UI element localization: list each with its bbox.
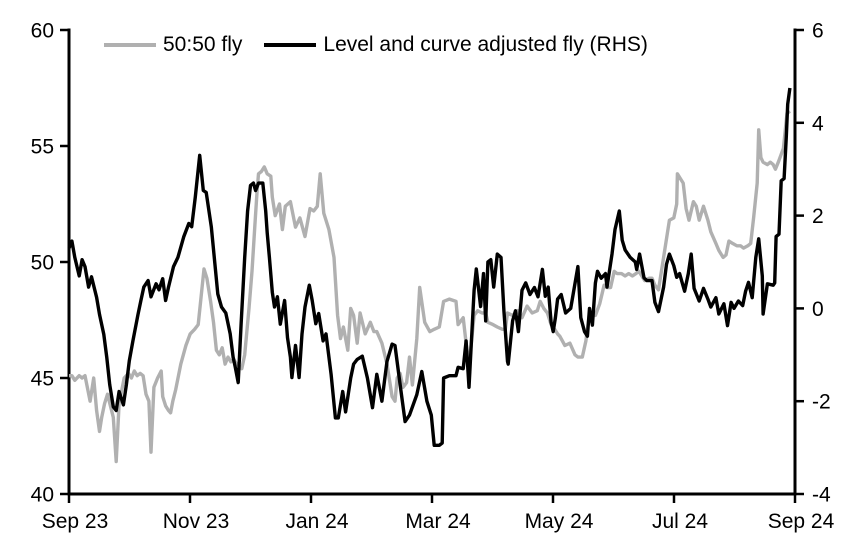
x-axis-tick-label: Jul 24 [652,510,708,533]
right-axis-tick-label: 2 [812,205,824,228]
legend-label: Level and curve adjusted fly (RHS) [323,33,648,56]
right-axis-tick-label: 4 [812,112,824,135]
x-axis-tick-label: Sep 24 [768,510,835,533]
left-axis-tick-label: 55 [31,136,54,159]
left-axis-tick-label: 60 [31,20,54,43]
x-axis-tick-label: Sep 23 [42,510,109,533]
legend-label: 50:50 fly [163,33,243,56]
left-axis-tick-label: 45 [31,368,54,391]
x-axis-tick-label: Jan 24 [285,510,348,533]
legend-item-5050-fly: 50:50 fly [104,32,242,58]
series-line-level-curve-adjusted-fly [67,87,792,447]
left-axis-tick-label: 40 [31,484,54,507]
right-axis-tick-label: -2 [812,391,831,414]
black-line-swatch [264,43,317,47]
right-axis-tick-label: -4 [812,484,831,507]
right-axis-tick-label: 0 [812,298,824,321]
right-axis-tick-label: 6 [812,20,824,43]
legend: 50:50 fly Level and curve adjusted fly (… [104,32,648,58]
x-axis-tick-label: May 24 [525,510,594,533]
series-line-5050-fly [69,109,791,464]
gray-line-swatch [104,43,156,47]
x-axis-tick-label: Mar 24 [405,510,471,533]
x-axis-tick-label: Nov 23 [163,510,230,533]
left-axis-tick-label: 50 [31,252,54,275]
legend-item-adjusted-fly: Level and curve adjusted fly (RHS) [264,32,648,58]
